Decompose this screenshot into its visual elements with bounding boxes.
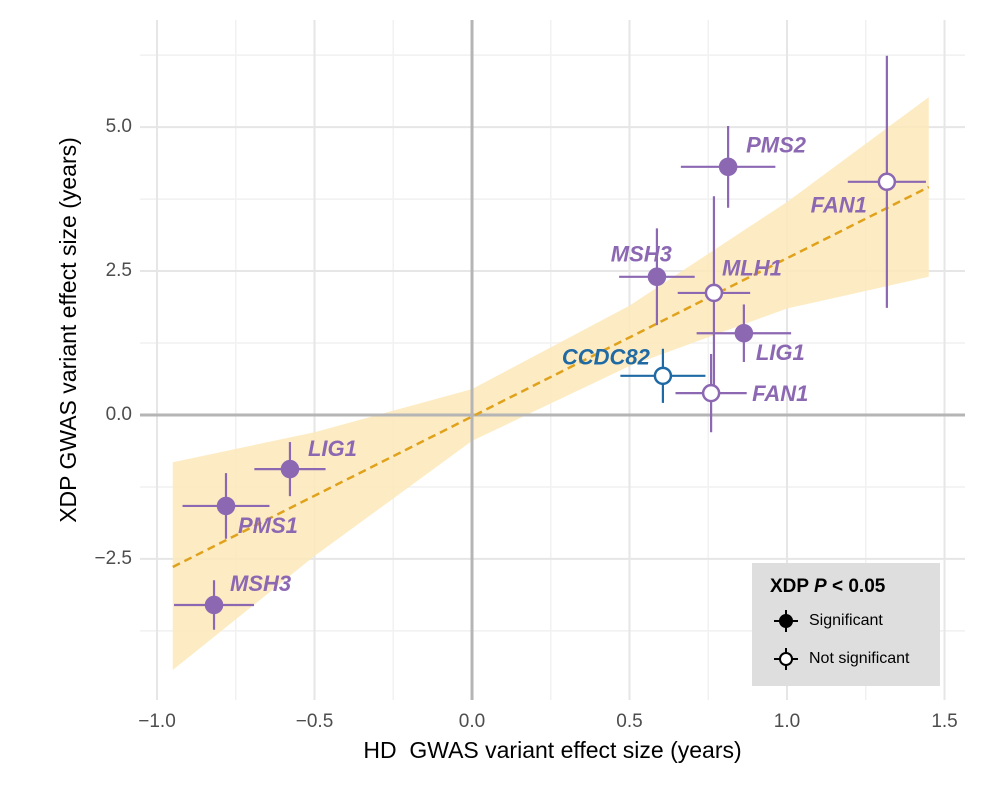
point (704, 283, 724, 303)
point-label: LIG1 (308, 436, 357, 461)
point (280, 459, 300, 479)
y-axis-label: XDP GWAS variant effect size (years) (55, 137, 81, 523)
point-label: MSH3 (230, 571, 291, 596)
point-label: MLH1 (722, 256, 782, 281)
legend-label: Not significant (809, 650, 910, 667)
point-label: FAN1 (752, 381, 808, 406)
point-label: MSH3 (611, 242, 672, 267)
point (877, 172, 897, 192)
x-tick-label: 0.5 (616, 711, 642, 732)
point (718, 157, 738, 177)
y-tick-label: −2.5 (94, 548, 132, 569)
x-tick-label: 1.5 (931, 711, 957, 732)
point-label: PMS2 (746, 133, 807, 158)
x-tick-label: 0.0 (459, 711, 485, 732)
point (216, 496, 236, 516)
y-tick-label: 5.0 (106, 116, 132, 137)
point (204, 595, 224, 615)
legend-title-part: P (814, 576, 827, 597)
x-axis-label: HD GWAS variant effect size (years) (363, 737, 741, 763)
point-label: CCDC82 (562, 345, 651, 370)
x-tick-label: −1.0 (138, 711, 176, 732)
point-label: FAN1 (811, 193, 867, 218)
legend-label: Significant (809, 612, 883, 629)
point-label: LIG1 (756, 340, 805, 365)
point-label: PMS1 (238, 513, 298, 538)
confidence-band (172, 97, 929, 671)
y-tick-label: 0.0 (106, 404, 132, 425)
x-tick-label: −0.5 (296, 711, 334, 732)
legend-title: XDP P < 0.05 (770, 576, 886, 597)
legend-key (779, 652, 793, 666)
point (701, 383, 721, 403)
legend-title-part: < 0.05 (827, 576, 886, 597)
legend-key (779, 614, 793, 628)
point (653, 366, 673, 386)
point (734, 323, 754, 343)
x-tick-label: 1.0 (774, 711, 800, 732)
y-tick-label: 2.5 (106, 260, 132, 281)
fit-line (172, 185, 930, 569)
legend-title-part: XDP (770, 576, 814, 597)
legend: XDP P < 0.05 Significant Not significant (752, 563, 940, 686)
point (647, 267, 667, 287)
